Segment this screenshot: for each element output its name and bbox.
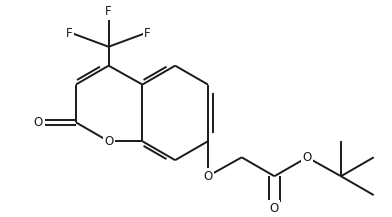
- Text: O: O: [104, 135, 113, 148]
- Text: O: O: [303, 151, 312, 164]
- Text: F: F: [144, 27, 151, 40]
- Text: F: F: [105, 5, 112, 18]
- Text: O: O: [34, 116, 43, 129]
- Text: O: O: [203, 170, 212, 183]
- Text: F: F: [66, 27, 73, 40]
- Text: O: O: [270, 202, 279, 215]
